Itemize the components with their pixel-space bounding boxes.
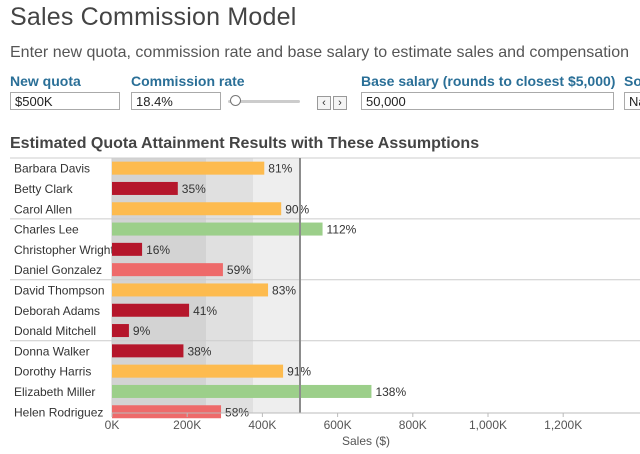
row-label: David Thompson (14, 283, 105, 297)
x-tick-label: 400K (248, 418, 276, 432)
row-label: Deborah Adams (14, 304, 100, 318)
base-salary-input[interactable]: 50,000 (361, 92, 614, 110)
x-tick-label: 0K (105, 418, 120, 432)
commission-rate-slider-thumb[interactable] (230, 95, 242, 106)
data-label: 9% (133, 324, 151, 338)
attainment-bar (112, 222, 323, 236)
data-label: 81% (268, 162, 292, 176)
commission-rate-decrement-button[interactable]: ‹ (317, 96, 331, 110)
attainment-bar (112, 324, 129, 338)
row-label: Donald Mitchell (14, 324, 96, 338)
reference-band (253, 158, 300, 413)
data-label: 59% (227, 263, 251, 277)
page-title: Sales Commission Model (10, 3, 297, 31)
commission-rate-label: Commission rate (131, 73, 245, 89)
truncated-parameter-label: So (624, 73, 640, 89)
row-label: Betty Clark (14, 182, 74, 196)
page-subtitle: Enter new quota, commission rate and bas… (10, 44, 629, 61)
data-label: 16% (146, 243, 170, 257)
row-label: Dorothy Harris (14, 365, 91, 379)
x-tick-label: 1,000K (469, 418, 507, 432)
reference-band (112, 158, 206, 413)
attainment-bar (112, 283, 269, 297)
attainment-bar (112, 405, 222, 419)
x-tick-label: 600K (324, 418, 352, 432)
truncated-parameter-input[interactable]: Na (624, 92, 640, 110)
data-label: 35% (182, 182, 206, 196)
data-label: 83% (272, 283, 296, 297)
row-label: Christopher Wright (14, 243, 114, 257)
data-label: 90% (285, 202, 309, 216)
row-label: Donna Walker (14, 344, 90, 358)
commission-rate-slider-track[interactable] (228, 100, 300, 103)
quota-label: New quota (10, 73, 81, 89)
row-label: Helen Rodriguez (14, 405, 103, 419)
x-tick-label: 200K (173, 418, 201, 432)
data-label: 91% (287, 365, 311, 379)
chart-section-title: Estimated Quota Attainment Results with … (10, 135, 480, 152)
row-label: Elizabeth Miller (14, 385, 95, 399)
base-salary-label: Base salary (rounds to closest $5,000) (361, 73, 616, 89)
attainment-bar (112, 263, 223, 277)
commission-rate-input[interactable]: 18.4% (131, 92, 221, 110)
x-axis-title: Sales ($) (342, 434, 390, 448)
attainment-bar (112, 384, 372, 398)
data-label: 41% (193, 304, 217, 318)
data-label: 138% (375, 385, 406, 399)
commission-rate-increment-button[interactable]: › (333, 96, 347, 110)
row-label: Charles Lee (14, 223, 79, 237)
attainment-bar (112, 181, 178, 195)
attainment-bar (112, 344, 184, 358)
quota-input[interactable]: $500K (10, 92, 120, 110)
row-label: Daniel Gonzalez (14, 263, 102, 277)
reference-band (206, 158, 253, 413)
attainment-bar (112, 242, 143, 256)
row-label: Carol Allen (14, 202, 72, 216)
data-label: 112% (327, 223, 357, 237)
x-tick-label: 800K (399, 418, 427, 432)
attainment-bar (112, 303, 190, 317)
data-label: 38% (187, 344, 211, 358)
row-label: Barbara Davis (14, 162, 90, 176)
attainment-bar (112, 364, 284, 378)
attainment-bar (112, 202, 282, 216)
data-label: 58% (225, 405, 249, 419)
attainment-bar (112, 161, 265, 175)
x-tick-label: 1,200K (544, 418, 582, 432)
